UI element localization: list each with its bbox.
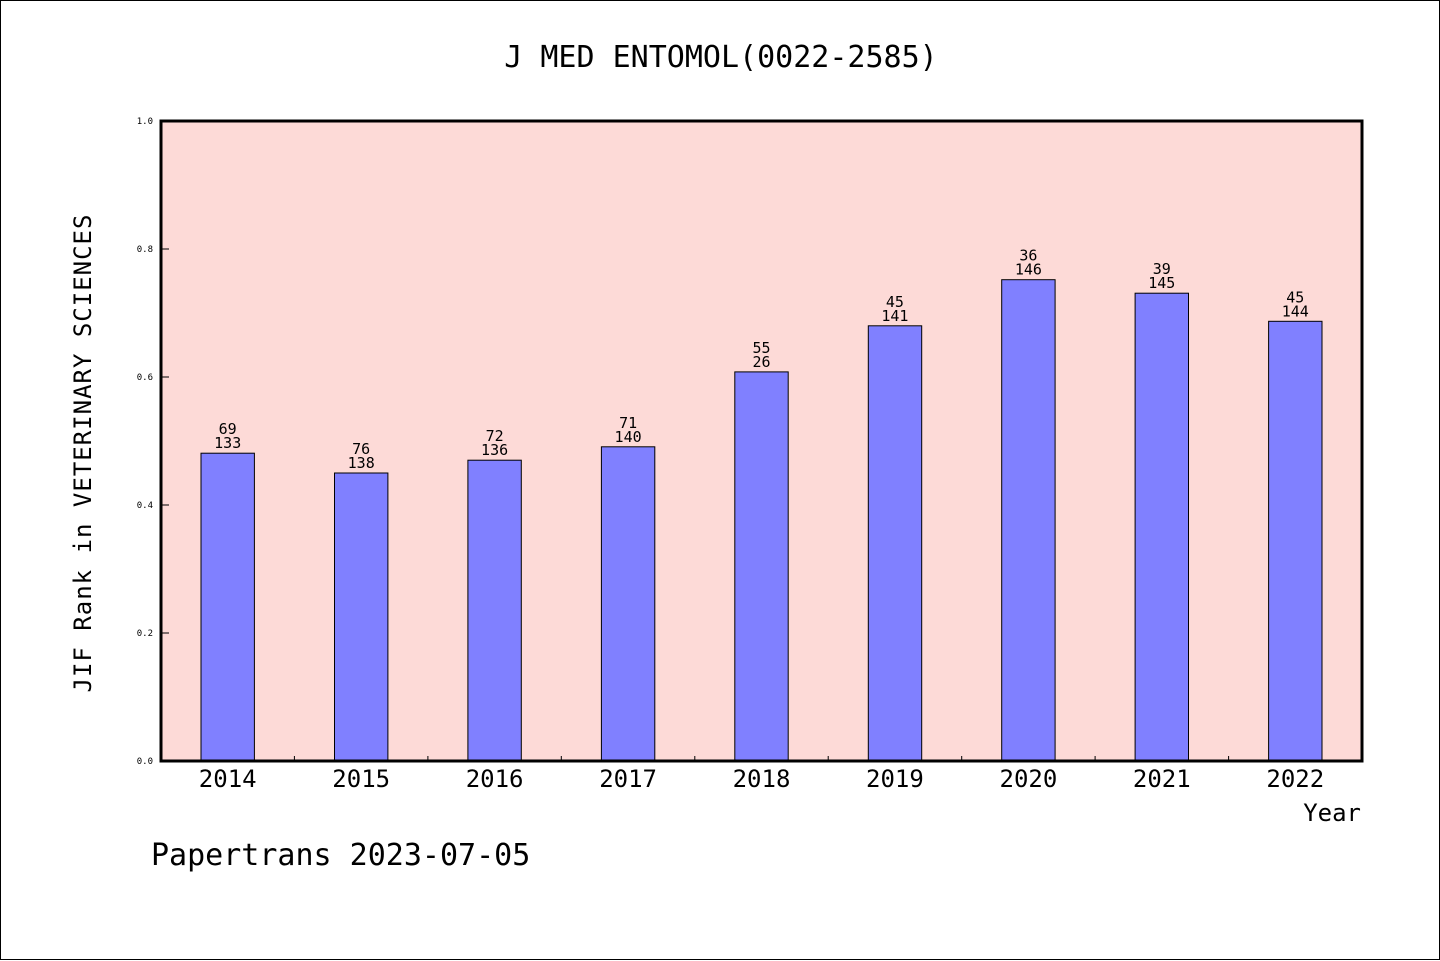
bar-2022: [1268, 320, 1323, 762]
bar-2017: [600, 446, 656, 762]
x-tick-label-2018: 2018: [733, 765, 791, 793]
bar-2016: [467, 459, 522, 762]
x-tick-label-2017: 2017: [599, 765, 657, 793]
bar-label-rank-2015: 76: [352, 440, 370, 458]
y-tick-label: 0.4: [137, 501, 153, 511]
bar-label-total-2014: 133: [214, 434, 241, 452]
bars-layer: [200, 279, 1323, 762]
bar-label-total-2019: 141: [881, 307, 908, 325]
bar-2021: [1134, 292, 1189, 762]
x-axis-label: Year: [1303, 799, 1361, 827]
bar-label-total-2015: 138: [348, 454, 375, 472]
bar-label-rank-2019: 45: [886, 293, 904, 311]
y-tick-label: 0.6: [137, 373, 153, 383]
y-tick-label: 0.8: [137, 245, 153, 255]
bar-label-rank-2018: 55: [752, 339, 770, 357]
bar-label-rank-2021: 39: [1153, 260, 1171, 278]
bar-label-rank-2022: 45: [1286, 288, 1304, 306]
bar-label-rank-2014: 69: [219, 420, 237, 438]
x-tick-label-2019: 2019: [866, 765, 924, 793]
bar-label-total-2016: 136: [481, 441, 508, 459]
chart-title: J MED ENTOMOL(0022-2585): [504, 40, 937, 75]
bar-label-total-2017: 140: [615, 428, 642, 446]
bar-2018: [734, 371, 789, 762]
x-tick-label-2015: 2015: [332, 765, 390, 793]
bar-label-rank-2017: 71: [619, 414, 637, 432]
x-tick-label-2022: 2022: [1266, 765, 1324, 793]
bar-2020: [1001, 279, 1056, 762]
bar-label-total-2022: 144: [1282, 302, 1309, 320]
bar-label-total-2020: 146: [1015, 261, 1042, 279]
bar-2015: [334, 472, 389, 762]
plot-border: [159, 119, 1364, 763]
bar-label-rank-2016: 72: [486, 427, 504, 445]
y-tick-label: 1.0: [137, 117, 153, 127]
y-tick-label: 0.0: [137, 757, 153, 767]
x-tick-label-2016: 2016: [466, 765, 524, 793]
y-axis-label: JIF Rank in VETERINARY SCIENCES: [69, 214, 97, 693]
bar-2019: [867, 325, 923, 762]
x-tick-label-2021: 2021: [1133, 765, 1191, 793]
y-tick-label: 0.2: [137, 629, 153, 639]
footer-watermark: Papertrans 2023-07-05: [151, 838, 530, 873]
bar-label-rank-2020: 36: [1019, 247, 1037, 265]
x-tick-label-2014: 2014: [199, 765, 257, 793]
x-axis: 2014 2015 2016 2017 2018 2019 2020 2021 2022: [199, 756, 1324, 793]
x-tick-label-2020: 2020: [1000, 765, 1058, 793]
bar-label-total-2021: 145: [1148, 274, 1175, 292]
bar-label-total-2018: 26: [752, 353, 770, 371]
bar-2014: [200, 452, 255, 762]
